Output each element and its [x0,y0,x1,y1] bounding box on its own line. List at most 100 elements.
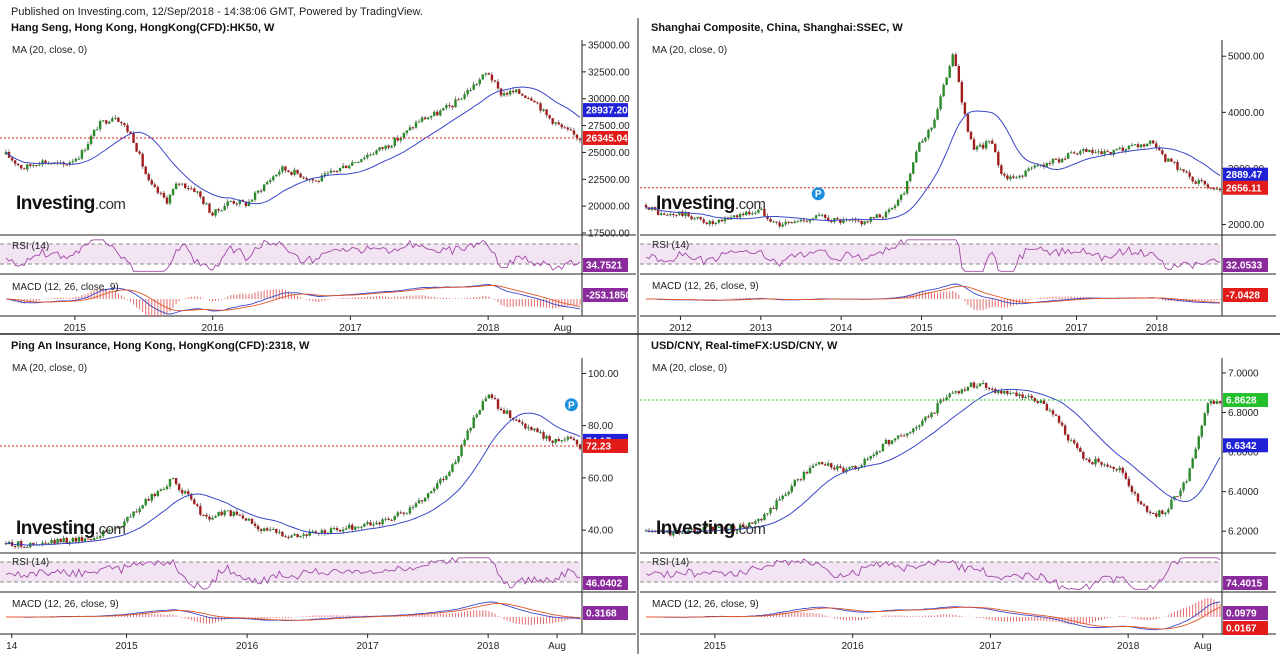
candle-body [202,514,205,516]
candle-body [1018,175,1021,178]
candle-body [341,529,345,532]
candle-body [817,462,821,465]
candle-body [915,151,918,163]
candle-body [548,115,551,119]
candle-body [360,526,363,528]
candle-body [41,542,44,545]
candle-body [741,213,745,216]
candle-body [499,88,503,96]
candle-body [190,188,193,190]
candle-body [918,425,921,428]
candle-body [1103,151,1106,155]
candle-body [484,73,488,75]
candle-body [475,414,478,418]
candle-body [199,505,202,515]
ma-value-badge [1223,167,1268,182]
chart-svg-ping-an: 100.00 80.00 60.00 40.00 14 2015 2016 2017 2018 A… [0,336,639,654]
candle-body [396,512,399,517]
candle-body [265,181,269,185]
rsi-value-badge [583,576,628,590]
candles [644,380,1222,538]
candle-body [1218,401,1222,404]
candle-body [357,526,360,528]
candle-body [208,203,211,213]
candle-body [98,535,102,538]
candle-body [984,141,988,149]
candle-body [842,219,845,223]
logo-suffix: .com [94,196,126,213]
candle-body [987,387,991,389]
y-tick-label: 60.00 [588,473,613,484]
candle-body [399,512,403,514]
candle-body [796,221,800,223]
candle-body [866,221,869,223]
candle-body [429,491,433,494]
candle-body [693,528,696,533]
candle-body [423,117,427,120]
y-tick-label: 5000.00 [1228,52,1265,63]
candle-body [560,440,563,442]
candle-body [183,491,187,494]
candle-body [484,398,488,402]
candle-body [23,546,26,548]
candle-body [960,389,964,394]
candle-body [1051,410,1055,415]
candle-body [101,120,105,122]
candle-body [1155,143,1158,149]
candle-body [1173,496,1176,500]
candle-body [530,98,533,101]
candle-body [554,122,557,124]
candle-body [757,519,760,522]
candle-body [460,98,463,100]
candle-body [101,530,105,536]
candle-body [757,209,760,213]
candle-body [305,178,308,180]
candle-body [390,145,393,148]
candle-body [384,518,387,520]
candle-body [723,217,727,222]
candle-body [745,211,748,216]
candle-body [314,531,317,533]
candle-body [545,109,548,116]
candle-body [536,102,539,104]
candle-body [711,221,715,224]
candle-body [708,524,711,527]
candle-body [991,388,994,390]
candle-body [994,143,997,153]
y-tick-label: 35000.00 [588,41,630,52]
candle-body [32,165,35,167]
candles [4,392,582,550]
y-tick-label: 7.0000 [1228,368,1259,379]
macd-histogram [648,291,1221,311]
candle-body [323,173,327,176]
candle-body [811,218,815,220]
candle-body [190,494,193,500]
candle-body [1079,151,1082,155]
macd-value-label: -253.1850 [586,291,631,302]
candle-body [402,512,406,514]
candle-body [1003,173,1006,176]
candle-body [311,179,314,181]
candle-body [659,213,663,215]
candle-body [320,175,324,182]
candle-body [933,412,936,414]
candle-body [975,146,979,150]
macd-histogram [8,610,581,625]
candle-body [1018,394,1021,397]
candle-body [278,531,281,533]
candle-body [1206,403,1210,414]
candle-body [997,152,1000,166]
candle-body [436,483,439,489]
candle-body [439,110,442,116]
rsi-legend: RSI (14) [12,241,50,252]
candle-body [150,180,153,185]
candle-body [460,445,463,457]
chart-title: USD/CNY, Real-timeFX:USD/CNY, W [651,340,838,352]
candle-body [708,221,711,225]
candle-body [1082,149,1085,152]
candle-body [487,73,491,75]
candle-body [924,416,927,421]
candle-body [684,532,687,534]
candle-body [802,472,806,480]
candle-body [575,440,579,445]
